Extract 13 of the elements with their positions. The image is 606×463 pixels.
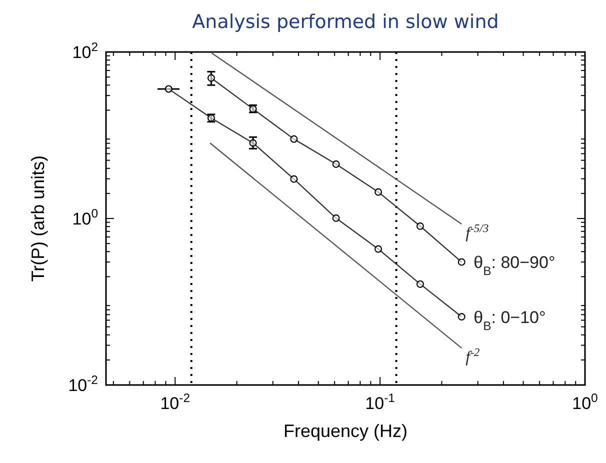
x-tick-label: 10$^{-1}$ (365, 391, 396, 413)
x-tick-label: 10$^{0}$ (572, 391, 598, 413)
series-label: f$^{-2}$ (466, 347, 480, 366)
series-label: f$^{-5/3}$ (466, 222, 489, 242)
legend-label: θ$_{B}$: 0−10° (474, 308, 546, 333)
x-tick-label: 10$^{-2}$ (160, 391, 190, 413)
chart-title: Analysis performed in slow wind (192, 11, 499, 33)
legend-label: θ$_{B}$: 80−90° (474, 253, 556, 278)
y-tick-label: 10$^{2}$ (72, 40, 98, 62)
y-tick-label: 10$^{0}$ (72, 206, 98, 228)
y-axis-title: Tr(P) (arb units) (28, 155, 48, 282)
x-axis-title: Frequency (Hz) (283, 421, 408, 441)
y-tick-label: 10$^{-2}$ (68, 373, 98, 395)
